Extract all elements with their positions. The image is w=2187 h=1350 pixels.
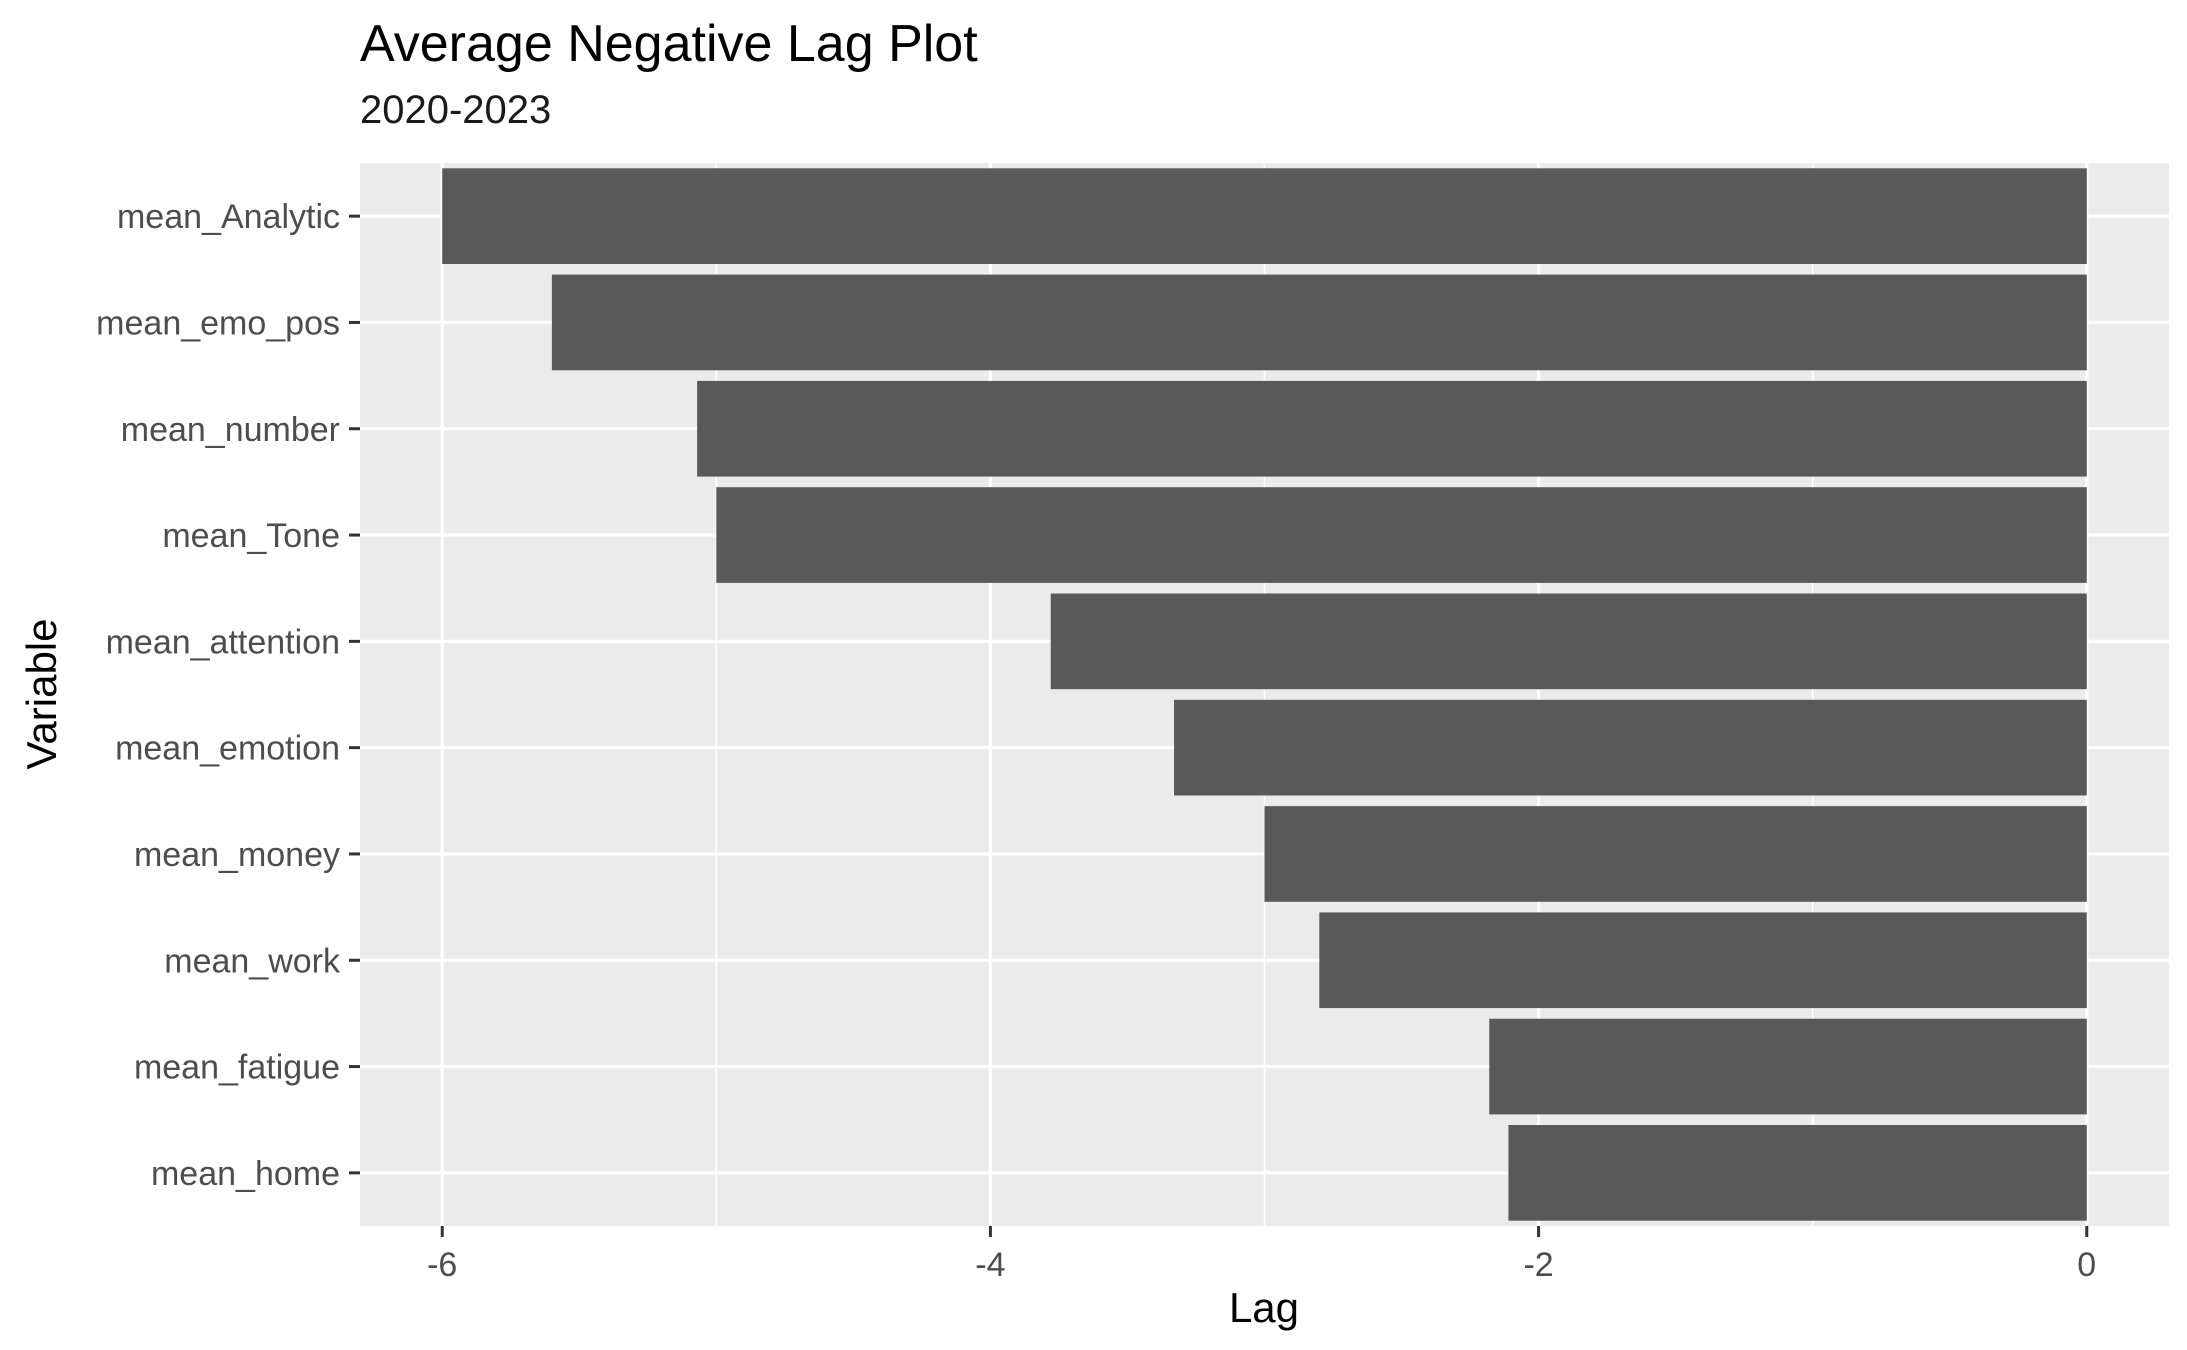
bar-mean-tone: [716, 487, 2087, 583]
bar-mean-emotion: [1174, 699, 2087, 796]
y-axis: mean_Analytic mean_emo_pos mean_numbermean…: [96, 198, 360, 1193]
bar-mean-fatigue: [1489, 1018, 2087, 1115]
y-tick-label: mean_Analytic: [117, 198, 340, 236]
bar-mean-work: [1319, 912, 2087, 1009]
bar-mean-home: [1508, 1125, 2087, 1221]
y-tick-label: mean_attention: [106, 623, 340, 661]
x-tick-label: -4: [975, 1246, 1005, 1284]
x-tick-label: -2: [1523, 1246, 1553, 1284]
x-tick-label: 0: [2077, 1246, 2096, 1284]
y-axis-label: Variable: [18, 619, 65, 770]
y-tick-label: mean_fatigue: [134, 1049, 340, 1087]
bar-mean-analytic: [442, 168, 2087, 264]
y-tick-label: mean_home: [151, 1155, 340, 1193]
y-tick-label: mean_emo_pos: [96, 304, 340, 342]
bar-mean-emo-pos: [551, 274, 2087, 371]
chart-title: Average Negative Lag Plot: [360, 15, 978, 73]
y-tick-label: mean_money: [134, 836, 340, 874]
bar-mean-attention: [1050, 593, 2087, 690]
bars: [442, 168, 2087, 1221]
x-axis: -6 -4 -2 0: [427, 1226, 2096, 1284]
y-tick-label: mean_Tone: [162, 517, 340, 555]
y-tick-label: mean_work: [164, 942, 341, 980]
chart-subtitle: 2020-2023: [360, 88, 552, 132]
y-tick-label: mean_number: [121, 411, 340, 449]
x-axis-label: Lag: [1229, 1284, 1299, 1331]
x-tick-label: -6: [427, 1246, 457, 1284]
y-tick-label: mean_emotion: [115, 730, 340, 768]
bar-mean-number: [697, 380, 2087, 477]
bar-mean-money: [1264, 806, 2087, 902]
